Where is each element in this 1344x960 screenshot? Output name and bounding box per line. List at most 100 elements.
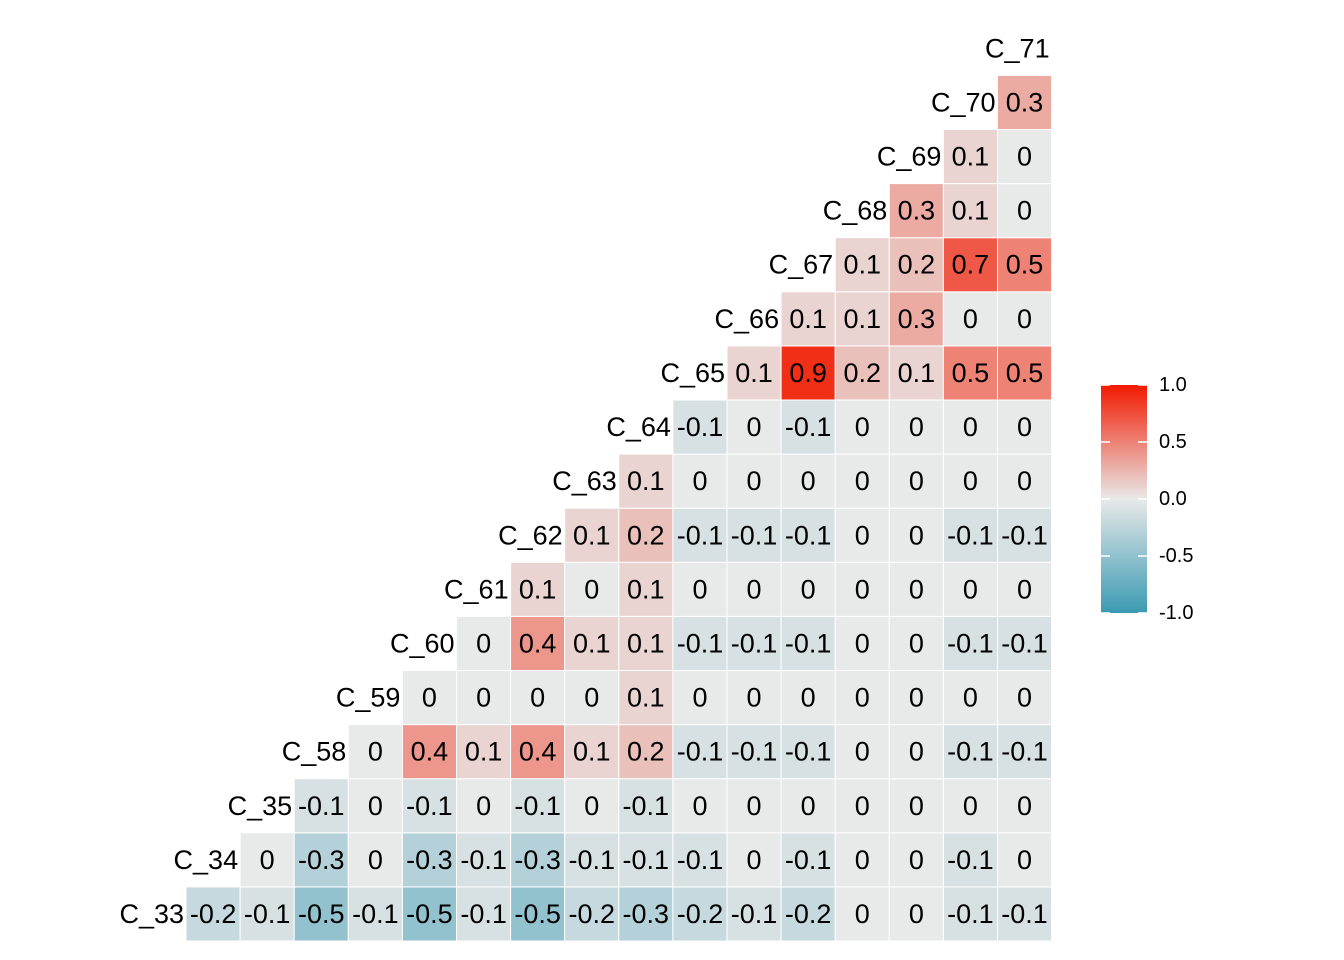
cell-value-label: -0.2 [785, 899, 832, 929]
cell-value-label: -0.1 [677, 845, 724, 875]
cell-value-label: 0 [476, 683, 491, 713]
heatmap-cell [456, 778, 512, 834]
cell-value-label: -0.1 [298, 791, 345, 821]
cell-value-label: 0.2 [627, 737, 665, 767]
variable-label-C_35: C_35 [228, 791, 293, 821]
cell-value-label: -0.2 [569, 899, 616, 929]
cell-value-label: 0 [746, 791, 761, 821]
cell-value-label: 0 [1017, 412, 1032, 442]
cell-value-label: 0.3 [898, 304, 936, 334]
variable-label-C_60: C_60 [390, 628, 455, 658]
cell-value-label: 0 [1017, 466, 1032, 496]
variable-label-C_61: C_61 [444, 574, 509, 604]
cell-value-label: 0 [963, 304, 978, 334]
cell-value-label: 0 [1017, 683, 1032, 713]
cell-value-label: 0 [801, 574, 816, 604]
cell-value-label: 0.7 [952, 250, 990, 280]
cell-value-label: 0 [909, 466, 924, 496]
cell-value-label: 0 [909, 412, 924, 442]
cell-value-label: -0.1 [731, 520, 778, 550]
cell-value-label: -0.1 [244, 899, 291, 929]
heatmap-cell [780, 832, 836, 888]
cell-value-label: 0.1 [844, 304, 882, 334]
heatmap-cell [834, 561, 890, 617]
variable-label-C_64: C_64 [606, 412, 671, 442]
heatmap-cell [888, 615, 944, 672]
cell-value-label: -0.1 [731, 628, 778, 658]
cell-value-label: 0 [476, 628, 491, 658]
cell-value-label: 0.4 [411, 737, 449, 767]
cell-value-label: -0.1 [947, 845, 994, 875]
heatmap-cell [780, 291, 836, 347]
cell-value-label: 0 [692, 574, 707, 604]
heatmap-cell [997, 615, 1053, 672]
cell-value-label: 0.1 [627, 683, 665, 713]
heatmap-cell [456, 832, 512, 888]
heatmap-cell [726, 778, 782, 834]
heatmap-cell [997, 237, 1053, 293]
variable-label-C_58: C_58 [282, 737, 347, 767]
cell-value-label: 0.1 [952, 196, 990, 226]
cell-value-label: 0 [909, 899, 924, 929]
heatmap-cell [834, 724, 890, 780]
heatmap-cell [834, 507, 890, 563]
color-legend: 1.0 0.5 0.0 -0.5 -1.0 [1101, 374, 1193, 624]
cell-value-label: 0 [963, 683, 978, 713]
legend-tick-label: -0.5 [1159, 545, 1193, 567]
cell-value-label: 0 [801, 791, 816, 821]
heatmap-cell [888, 507, 944, 563]
heatmap-cell [888, 561, 944, 617]
heatmap-cell [726, 507, 782, 563]
cell-value-label: -0.1 [1001, 520, 1048, 550]
cell-value-label: -0.1 [947, 899, 994, 929]
cell-value-label: 0 [1017, 142, 1032, 172]
heatmap-cell [456, 886, 512, 942]
heatmap-cell [942, 345, 999, 401]
cell-value-label: 0 [855, 899, 870, 929]
cell-value-label: 0.1 [627, 466, 665, 496]
cell-value-label: -0.1 [569, 845, 616, 875]
heatmap-cells [185, 74, 1053, 942]
heatmap-cell [888, 237, 944, 293]
cell-value-label: -0.1 [460, 899, 507, 929]
cell-value-label: -0.1 [1001, 628, 1048, 658]
heatmap-cell [401, 832, 457, 888]
heatmap-cell [942, 507, 999, 563]
cell-value-label: -0.1 [460, 845, 507, 875]
heatmap-cell [780, 561, 836, 617]
cell-value-label: -0.1 [406, 791, 453, 821]
cell-value-label: 0.5 [1006, 250, 1044, 280]
heatmap-cell [347, 832, 403, 888]
cell-value-label: 0 [584, 791, 599, 821]
heatmap-cell [780, 615, 836, 672]
heatmap-cell [401, 886, 457, 942]
cell-value-label: 0 [746, 845, 761, 875]
cell-value-label: 0 [692, 466, 707, 496]
cell-value-label: 0.9 [789, 358, 827, 388]
cell-value-label: 0.1 [519, 574, 557, 604]
heatmap-cell [888, 291, 944, 347]
cell-value-label: -0.2 [677, 899, 724, 929]
heatmap-cell [942, 129, 999, 185]
variable-label-C_68: C_68 [823, 196, 888, 226]
heatmap-cell [618, 886, 674, 942]
legend-tick-label: 0.5 [1159, 431, 1187, 453]
cell-value-label: 0 [260, 845, 275, 875]
heatmap-cell [942, 183, 999, 239]
cell-value-label: 0.3 [1006, 87, 1044, 117]
cell-value-label: -0.1 [677, 737, 724, 767]
cell-value-label: 0 [1017, 845, 1032, 875]
cell-value-label: 0 [909, 628, 924, 658]
variable-labels: C_33 C_34 C_35 C_58 C_59 C_60 C_61 C_62 C_63 C_64… [119, 33, 1049, 929]
cell-value-label: 0 [963, 412, 978, 442]
cell-value-label: -0.1 [731, 737, 778, 767]
heatmap-cell [888, 345, 944, 401]
cell-value-label: -0.1 [677, 520, 724, 550]
heatmap-cell [780, 507, 836, 563]
variable-label-C_33: C_33 [119, 899, 184, 929]
heatmap-cell [672, 399, 728, 455]
heatmap-cell [834, 291, 890, 347]
cell-value-label: 0 [909, 683, 924, 713]
heatmap-cell [672, 615, 728, 672]
